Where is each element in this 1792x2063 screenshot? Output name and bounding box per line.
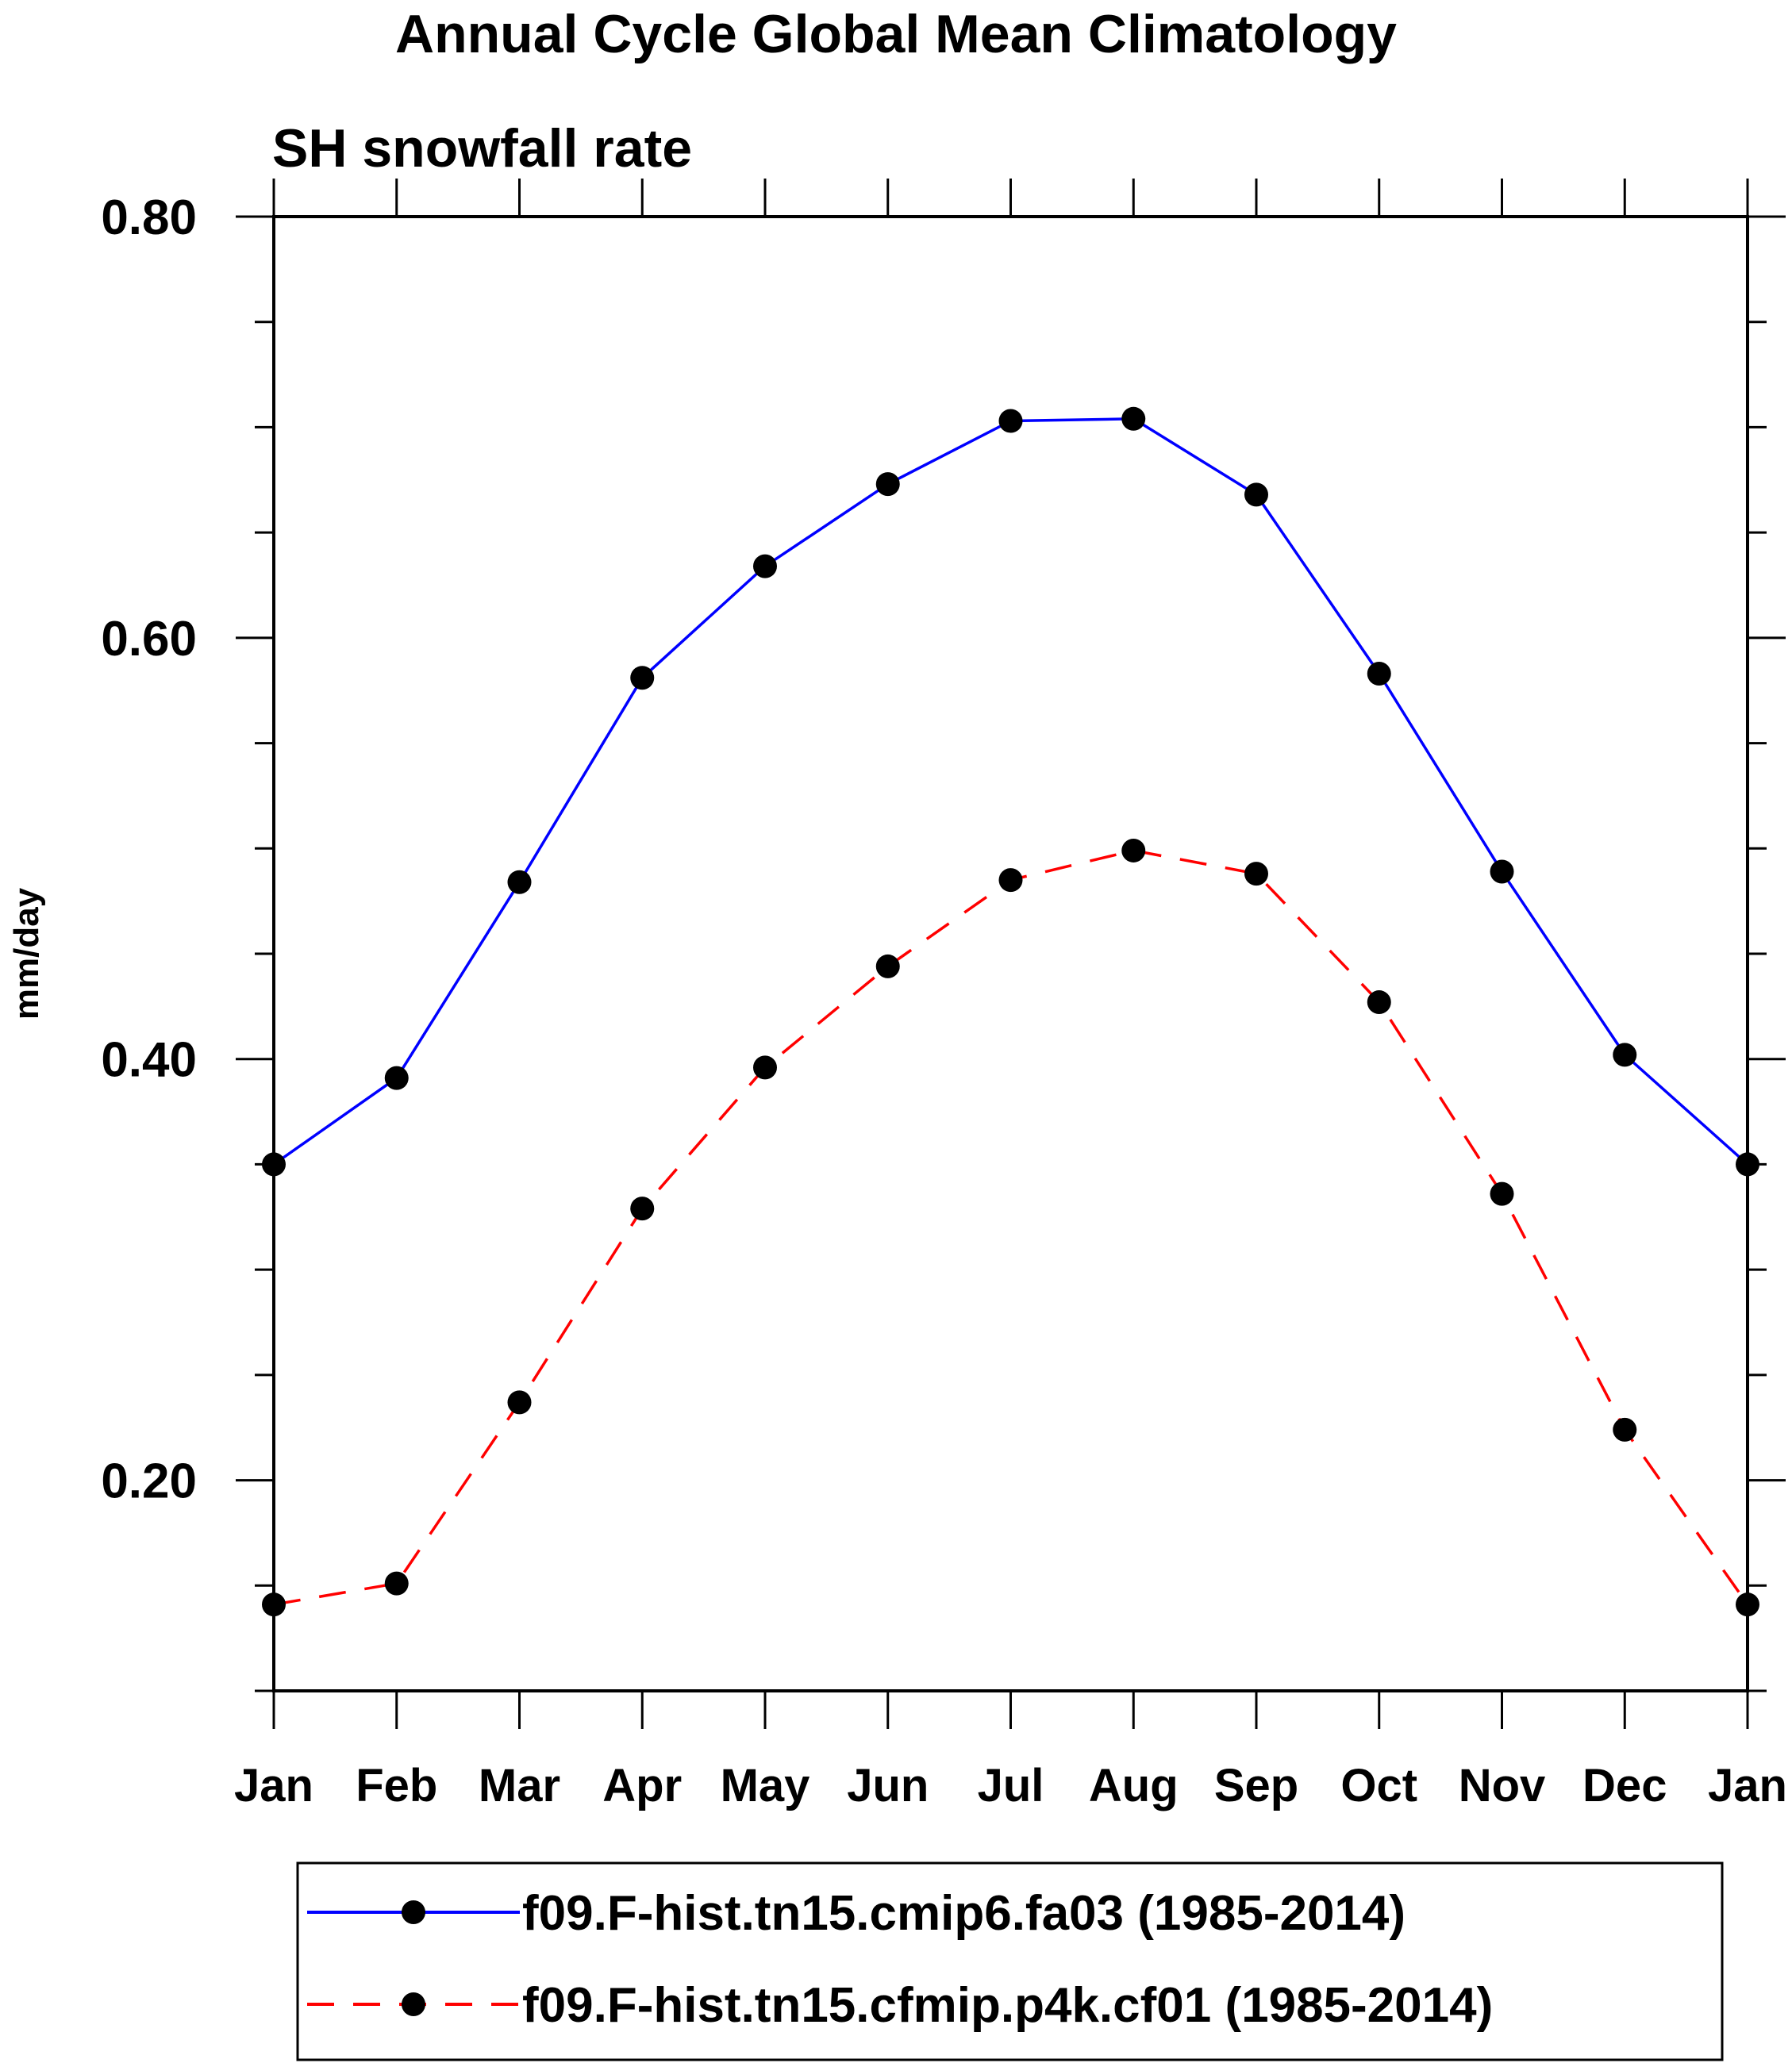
x-tick-label: Feb <box>356 1760 437 1811</box>
data-point-series-2 <box>1244 862 1268 886</box>
data-point-series-1 <box>262 1152 286 1177</box>
series-line-2 <box>273 849 1749 1606</box>
data-point-series-1 <box>507 870 532 894</box>
data-point-series-2 <box>507 1390 532 1415</box>
data-point-series-2 <box>262 1592 286 1617</box>
y-tick-label: 0.20 <box>101 1454 197 1509</box>
x-tick-label: Jul <box>978 1760 1044 1811</box>
y-tick-label: 0.60 <box>101 612 197 667</box>
x-tick-label: Nov <box>1459 1760 1546 1811</box>
data-point-series-2 <box>998 868 1023 893</box>
x-tick-label: Mar <box>479 1760 560 1811</box>
data-point-series-2 <box>753 1055 777 1080</box>
x-tick-label: Jan <box>1708 1760 1787 1811</box>
y-axis-label: mm/day <box>7 887 46 1020</box>
y-tick-label: 0.80 <box>101 190 197 245</box>
y-tick-label: 0.40 <box>101 1033 197 1088</box>
data-point-series-2 <box>1613 1417 1637 1442</box>
chart-subtitle: SH snowfall rate <box>272 118 692 179</box>
x-tick-label: Jun <box>847 1760 929 1811</box>
chart-title: Annual Cycle Global Mean Climatology <box>395 4 1397 64</box>
data-point-series-1 <box>998 409 1023 433</box>
plot-frame <box>272 215 1749 1692</box>
x-tick-label: Jan <box>234 1760 313 1811</box>
x-tick-label: Aug <box>1089 1760 1179 1811</box>
series-line-1 <box>272 417 1749 1166</box>
data-point-series-1 <box>1121 406 1146 431</box>
data-point-series-1 <box>753 554 777 578</box>
y-axis: 0.20 0.40 0.60 0.80 <box>101 190 1786 1692</box>
data-point-series-2 <box>384 1571 409 1596</box>
data-point-series-2 <box>1367 990 1391 1015</box>
data-point-series-2 <box>630 1197 655 1221</box>
legend-box <box>296 1861 1724 2061</box>
data-point-series-1 <box>1490 859 1514 884</box>
data-point-series-2 <box>875 954 900 978</box>
legend-marker-series-2 <box>402 1992 425 2016</box>
legend-label-series-1: f09.F-hist.tn15.cmip6.fa03 (1985-2014) <box>522 1886 1406 1941</box>
data-point-series-2 <box>1121 838 1146 862</box>
data-point-series-1 <box>1244 482 1268 507</box>
legend-label-series-2: f09.F-hist.tn15.cfmip.p4k.cf01 (1985-201… <box>522 1978 1493 2033</box>
series-layer <box>262 406 1759 1617</box>
legend: f09.F-hist.tn15.cmip6.fa03 (1985-2014) f… <box>296 1861 1724 2061</box>
data-point-series-1 <box>1736 1152 1759 1177</box>
x-tick-label: Sep <box>1214 1760 1298 1811</box>
data-point-series-2 <box>1490 1181 1514 1206</box>
x-tick-label: Oct <box>1340 1760 1417 1811</box>
x-tick-label: Dec <box>1582 1760 1667 1811</box>
data-point-series-1 <box>875 472 900 497</box>
legend-marker-series-1 <box>402 1900 425 1924</box>
x-tick-label: May <box>721 1760 810 1811</box>
x-tick-label: Apr <box>602 1760 682 1811</box>
data-point-series-1 <box>384 1066 409 1090</box>
data-point-series-1 <box>1613 1043 1637 1067</box>
data-point-series-2 <box>1736 1592 1759 1617</box>
x-axis: Jan Feb Mar Apr May Jun Jul Aug Sep Oct Nov Dec Jan <box>234 179 1787 1811</box>
data-point-series-1 <box>1367 661 1391 686</box>
data-point-series-1 <box>630 666 655 690</box>
